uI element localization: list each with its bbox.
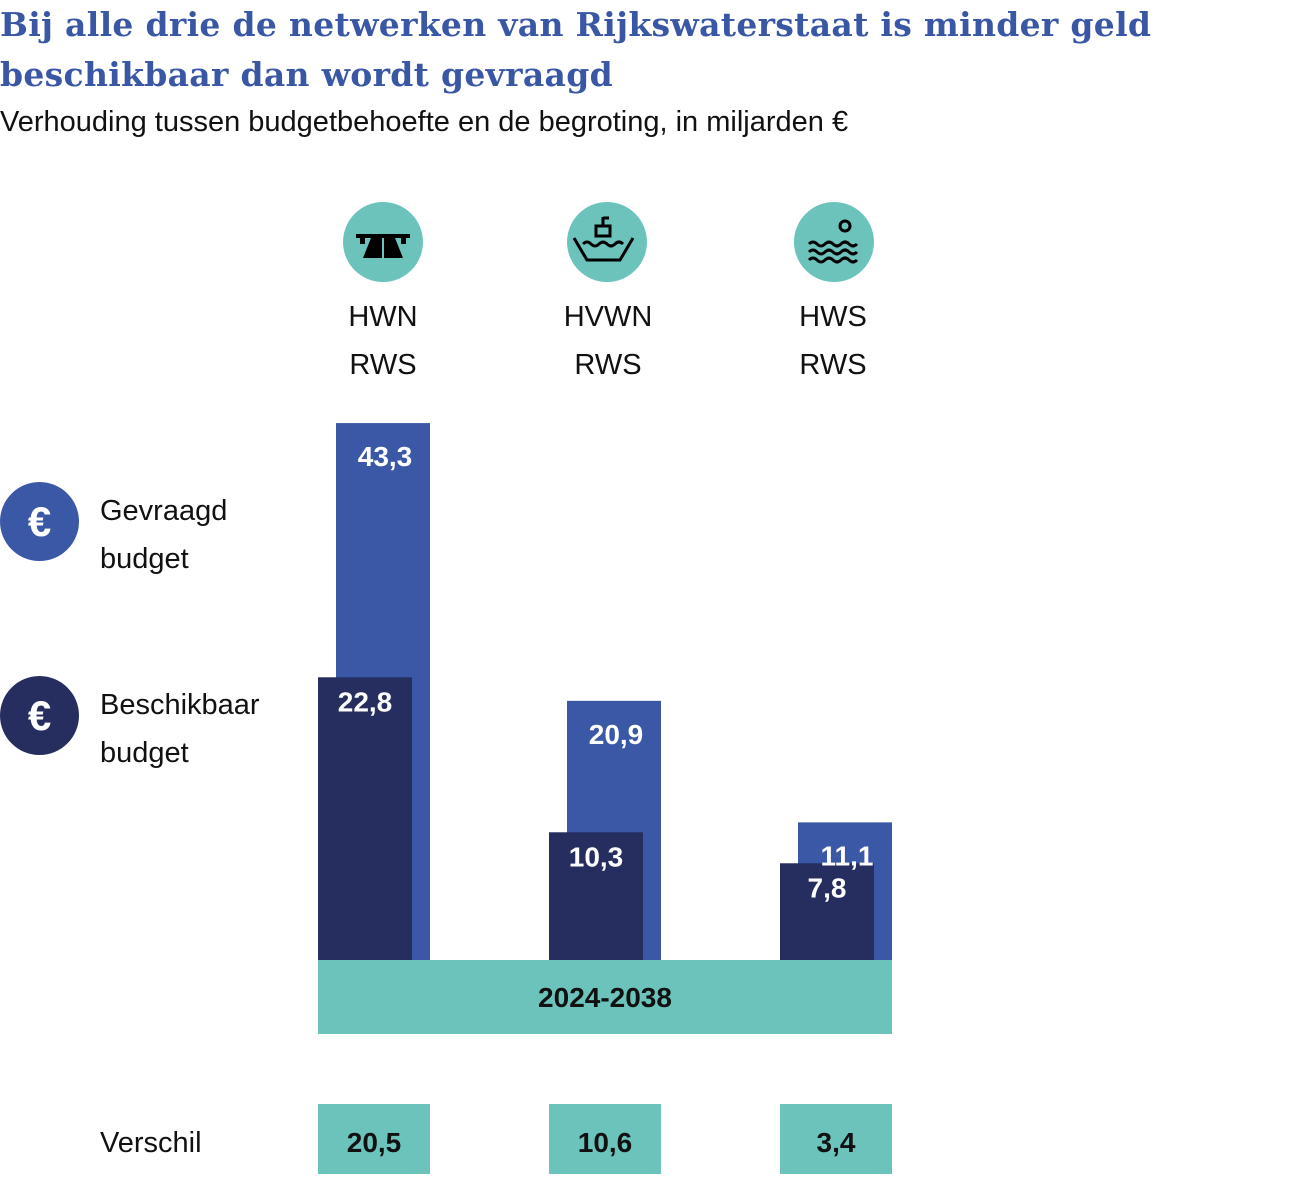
water-sun-icon bbox=[794, 202, 874, 282]
bar-beschikbaar bbox=[549, 832, 643, 960]
period-label: 2024-2038 bbox=[538, 982, 672, 1013]
bar-gevraagd-label: 11,1 bbox=[821, 840, 874, 871]
difference-value: 10,6 bbox=[578, 1127, 633, 1158]
road-bridge-icon bbox=[343, 202, 423, 282]
bar-beschikbaar-label: 7,8 bbox=[808, 872, 847, 903]
difference-label: Verschil bbox=[100, 1127, 202, 1159]
legend-gevraagd-euro-icon: € bbox=[0, 482, 79, 561]
difference-box bbox=[780, 1104, 892, 1174]
bar-gevraagd-label: 20,9 bbox=[589, 719, 644, 750]
legend-beschikbaar-label: Beschikbaar budget bbox=[100, 689, 260, 769]
bar-beschikbaar-label: 22,8 bbox=[338, 686, 393, 717]
difference-box bbox=[318, 1104, 430, 1174]
legend-beschikbaar-euro-icon: € bbox=[0, 676, 79, 755]
network-label-hws: HWS RWS bbox=[799, 301, 867, 381]
bar-beschikbaar bbox=[318, 677, 412, 960]
chart-subtitle: Verhouding tussen budgetbehoefte en de b… bbox=[0, 106, 849, 138]
bar-beschikbaar bbox=[780, 863, 874, 960]
ship-icon bbox=[567, 202, 647, 282]
difference-value: 20,5 bbox=[347, 1127, 402, 1158]
difference-value: 3,4 bbox=[817, 1127, 856, 1158]
legend-gevraagd-label: Gevraagd budget bbox=[100, 495, 228, 575]
difference-box bbox=[549, 1104, 661, 1174]
bar-gevraagd-label: 43,3 bbox=[358, 441, 413, 472]
network-label-hwn: HWN RWS bbox=[348, 301, 418, 381]
bar-beschikbaar-label: 10,3 bbox=[569, 841, 624, 872]
period-band bbox=[318, 960, 892, 1034]
network-label-hvwn: HVWN RWS bbox=[563, 301, 653, 381]
chart-title: Bij alle drie de netwerken van Rijkswate… bbox=[0, 5, 1152, 94]
